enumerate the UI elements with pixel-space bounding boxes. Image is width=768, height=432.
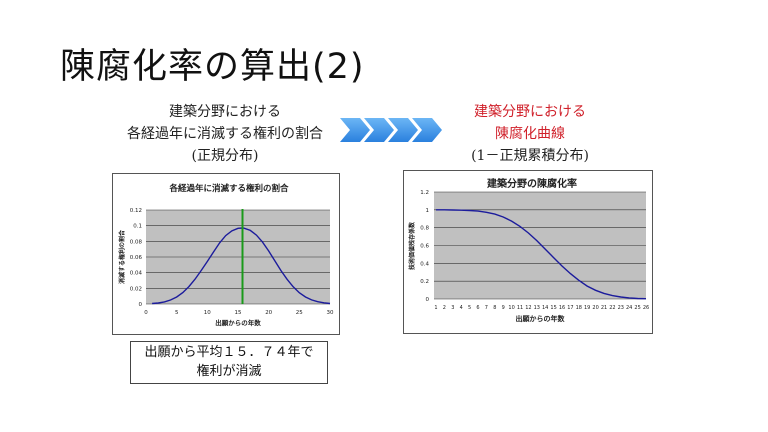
normal-distribution-chart: 各経過年に消滅する権利の割合 0 0.02 0.04 0.06 0.08 0.1… <box>112 173 340 335</box>
svg-text:1.2: 1.2 <box>420 190 429 196</box>
svg-text:11: 11 <box>517 305 523 311</box>
svg-text:2: 2 <box>443 305 446 311</box>
mean-note-box: 出願から平均１５．７４年で 権利が消滅 <box>130 341 328 384</box>
svg-text:5: 5 <box>468 305 471 311</box>
svg-text:0: 0 <box>139 302 143 308</box>
right-caption-line1: 建築分野における <box>474 104 586 120</box>
svg-text:20: 20 <box>265 310 272 316</box>
svg-text:10: 10 <box>204 310 211 316</box>
svg-text:12: 12 <box>525 305 531 311</box>
right-caption: 建築分野における 陳腐化曲線 (1－正規累積分布) <box>430 101 630 167</box>
svg-text:5: 5 <box>175 310 179 316</box>
svg-text:1: 1 <box>426 208 430 214</box>
left-caption-line3: (正規分布) <box>191 148 259 164</box>
chart-title: 各経過年に消滅する権利の割合 <box>168 183 289 194</box>
svg-text:15: 15 <box>235 310 242 316</box>
svg-text:19: 19 <box>584 305 590 311</box>
right-caption-line2: 陳腐化曲線 <box>495 126 565 142</box>
y-axis-label: 技術価値残存係数 <box>408 221 416 270</box>
svg-text:20: 20 <box>592 305 598 311</box>
svg-text:25: 25 <box>296 310 303 316</box>
svg-text:17: 17 <box>567 305 573 311</box>
svg-text:24: 24 <box>626 305 632 311</box>
right-caption-line3: (1－正規累積分布) <box>471 148 589 164</box>
svg-text:0.1: 0.1 <box>133 224 142 230</box>
svg-text:3: 3 <box>451 305 454 311</box>
svg-text:0.04: 0.04 <box>130 271 143 277</box>
svg-text:8: 8 <box>493 305 496 311</box>
svg-text:14: 14 <box>542 305 548 311</box>
svg-text:16: 16 <box>559 305 565 311</box>
obsolescence-curve-chart: 建築分野の陳腐化率 0 0.2 0.4 0.6 0.8 1 1.2 1 2 3 … <box>403 170 653 334</box>
obsolescence-curve <box>436 209 647 300</box>
svg-text:18: 18 <box>576 305 582 311</box>
note-line1: 出願から平均１５．７４年で <box>144 345 314 360</box>
svg-text:10: 10 <box>508 305 514 311</box>
y-axis-ticks: 0 0.02 0.04 0.06 0.08 0.1 0.12 <box>130 208 143 308</box>
x-axis-label: 出願からの年数 <box>516 314 566 323</box>
svg-text:25: 25 <box>634 305 640 311</box>
svg-text:0.4: 0.4 <box>420 261 429 267</box>
y-axis-label: 消滅する権利の割合 <box>118 229 126 284</box>
svg-text:0.08: 0.08 <box>130 239 143 245</box>
svg-text:15: 15 <box>550 305 556 311</box>
x-axis-ticks: 1 2 3 4 5 6 7 8 9 10 11 12 13 14 15 16 1… <box>434 305 649 311</box>
svg-text:6: 6 <box>476 305 479 311</box>
svg-text:9: 9 <box>502 305 505 311</box>
svg-text:0.12: 0.12 <box>130 208 142 214</box>
svg-text:22: 22 <box>609 305 615 311</box>
left-caption-line2: 各経過年に消滅する権利の割合 <box>127 126 323 142</box>
svg-text:7: 7 <box>485 305 488 311</box>
left-caption: 建築分野における 各経過年に消滅する権利の割合 (正規分布) <box>110 101 340 167</box>
svg-text:0.8: 0.8 <box>420 226 429 232</box>
svg-text:26: 26 <box>643 305 649 311</box>
slide-title: 陳腐化率の算出(2) <box>60 47 365 87</box>
svg-text:0: 0 <box>426 297 430 303</box>
y-axis-ticks: 0 0.2 0.4 0.6 0.8 1 1.2 <box>420 190 429 303</box>
x-axis-label: 出願からの年数 <box>215 318 261 327</box>
svg-text:0.2: 0.2 <box>420 279 429 285</box>
svg-text:23: 23 <box>618 305 624 311</box>
chevron-arrows-icon <box>340 118 442 142</box>
x-axis-ticks: 0 5 10 15 20 25 30 <box>144 310 334 316</box>
svg-text:0.6: 0.6 <box>420 244 429 250</box>
svg-text:30: 30 <box>327 310 334 316</box>
svg-text:21: 21 <box>601 305 607 311</box>
svg-text:13: 13 <box>534 305 540 311</box>
svg-text:4: 4 <box>460 305 463 311</box>
svg-text:0: 0 <box>144 310 148 316</box>
svg-text:1: 1 <box>434 305 437 311</box>
svg-text:0.06: 0.06 <box>130 255 143 261</box>
left-caption-line1: 建築分野における <box>169 104 281 120</box>
note-line2: 権利が消滅 <box>196 364 262 379</box>
chart-title: 建築分野の陳腐化率 <box>486 177 577 190</box>
svg-text:0.02: 0.02 <box>130 286 142 292</box>
